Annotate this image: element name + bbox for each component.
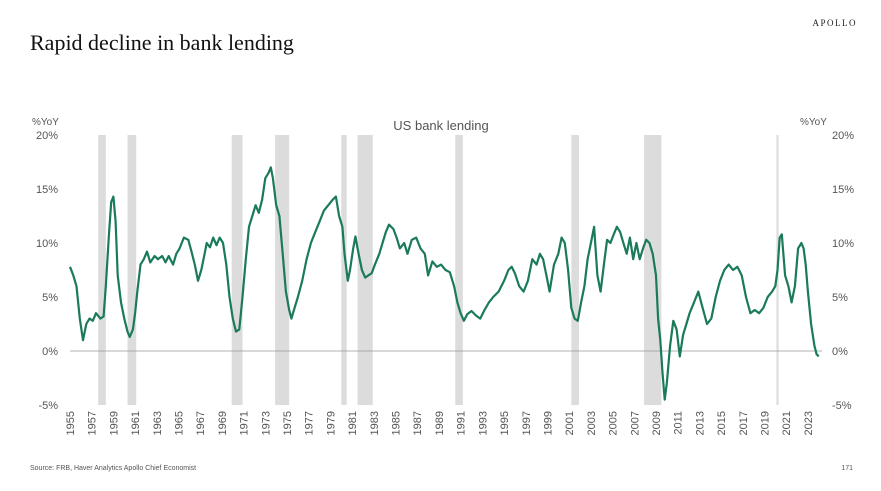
recession-band xyxy=(341,135,347,405)
recession-band xyxy=(275,135,290,405)
page-title: Rapid decline in bank lending xyxy=(30,30,294,55)
y-tick-label-right: 10% xyxy=(832,238,854,250)
x-tick-label: 1995 xyxy=(499,411,511,435)
x-tick-label: 1981 xyxy=(347,411,359,435)
recession-band xyxy=(127,135,137,405)
x-tick-label: 1969 xyxy=(217,411,229,435)
x-tick-label: 1987 xyxy=(412,411,424,435)
x-tick-label: 1967 xyxy=(195,411,207,435)
recession-band xyxy=(644,135,662,405)
x-tick-label: 2007 xyxy=(629,411,641,435)
x-tick-label: 1977 xyxy=(304,411,316,435)
recession-band xyxy=(455,135,463,405)
y-tick-label-right: 20% xyxy=(832,130,854,142)
y-tick-label-left: 5% xyxy=(42,292,58,304)
x-tick-label: 2019 xyxy=(759,411,771,435)
recession-band xyxy=(571,135,579,405)
y-tick-label-right: 0% xyxy=(832,346,848,358)
x-tick-label: 1997 xyxy=(521,411,533,435)
x-tick-label: 1957 xyxy=(87,411,99,435)
x-tick-label: 1955 xyxy=(65,411,77,435)
y-tick-label-left: 20% xyxy=(36,130,58,142)
x-tick-label: 2001 xyxy=(564,411,576,435)
chart-title: US bank lending xyxy=(393,118,488,133)
x-tick-label: 1989 xyxy=(434,411,446,435)
x-tick-label: 1973 xyxy=(260,411,272,435)
y-tick-label-left: 15% xyxy=(36,184,58,196)
y-axis-label-left: %YoY xyxy=(32,117,59,128)
brand-logo: APOLLO xyxy=(812,18,857,28)
recession-band xyxy=(357,135,373,405)
recession-band xyxy=(98,135,106,405)
x-tick-label: 2013 xyxy=(694,411,706,435)
x-tick-label: 2015 xyxy=(716,411,728,435)
x-tick-label: 1975 xyxy=(282,411,294,435)
x-tick-label: 1979 xyxy=(325,411,337,435)
x-tick-label: 1961 xyxy=(130,411,142,435)
x-tick-label: 2021 xyxy=(781,411,793,435)
y-tick-label-left: -5% xyxy=(38,400,58,412)
x-tick-label: 1965 xyxy=(174,411,186,435)
y-axis-right: -5% 0% 5% 10% 15% 20% xyxy=(832,130,854,412)
y-tick-label-right: -5% xyxy=(832,400,852,412)
recession-bands xyxy=(98,135,779,405)
y-tick-label-right: 5% xyxy=(832,292,848,304)
x-tick-label: 2005 xyxy=(608,411,620,435)
x-tick-label: 1983 xyxy=(369,411,381,435)
x-tick-label: 1993 xyxy=(477,411,489,435)
y-tick-label-right: 15% xyxy=(832,184,854,196)
y-axis-left: -5% 0% 5% 10% 15% 20% xyxy=(36,130,58,412)
x-tick-label: 1999 xyxy=(542,411,554,435)
x-tick-label: 2003 xyxy=(586,411,598,435)
x-tick-label: 1959 xyxy=(108,411,120,435)
x-tick-label: 1985 xyxy=(391,411,403,435)
x-tick-label: 2011 xyxy=(673,411,685,435)
y-tick-label-left: 0% xyxy=(42,346,58,358)
page-number: 171 xyxy=(841,465,853,472)
recession-band xyxy=(231,135,243,405)
y-tick-label-left: 10% xyxy=(36,238,58,250)
x-tick-label: 2023 xyxy=(803,411,815,435)
x-tick-label: 1991 xyxy=(456,411,468,435)
x-tick-label: 2017 xyxy=(738,411,750,435)
x-tick-label: 1963 xyxy=(152,411,164,435)
source-note: Source: FRB, Haver Analytics Apollo Chie… xyxy=(30,465,197,472)
y-axis-label-right: %YoY xyxy=(800,117,827,128)
series-line-bank-lending xyxy=(68,166,820,401)
x-tick-label: 1971 xyxy=(239,411,251,435)
x-axis: 1955 1957 1959 1961 1963 1965 1967 1969 1971 1973… xyxy=(65,411,815,435)
x-tick-label: 2009 xyxy=(651,411,663,435)
